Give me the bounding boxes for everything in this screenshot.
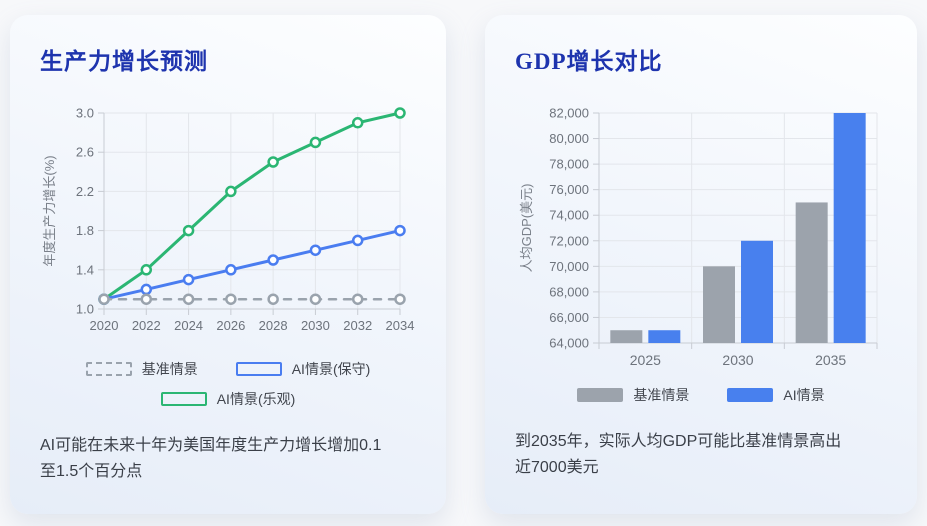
baseline-dashed-swatch-icon xyxy=(85,362,132,376)
legend-label-conservative: AI情景(保守) xyxy=(291,361,371,377)
svg-text:64,000: 64,000 xyxy=(549,336,589,351)
legend-label-gdp-baseline: 基准情景 xyxy=(633,387,690,403)
productivity-card-title: 生产力增长预测 xyxy=(40,49,208,74)
bar-AI情景-2025 xyxy=(648,330,681,343)
legend-label-gdp-ai: AI情景 xyxy=(783,387,825,403)
bar-chart-legend: 基准情景 AI情景 xyxy=(515,385,887,405)
svg-text:66,000: 66,000 xyxy=(549,310,589,325)
svg-text:1.4: 1.4 xyxy=(76,262,94,277)
svg-text:2028: 2028 xyxy=(259,318,288,333)
svg-text:人均GDP(美元): 人均GDP(美元) xyxy=(519,184,534,273)
svg-text:2.6: 2.6 xyxy=(76,145,94,160)
gdp-card-title: GDP增长对比 xyxy=(515,49,663,74)
gdp-bar-chart: 64,000 66,000 68,000 70,000 72,000 74,000 76,0… xyxy=(519,106,878,368)
svg-text:74,000: 74,000 xyxy=(549,208,589,223)
legend-item-conservative: AI情景(保守) xyxy=(235,359,371,379)
gdp-baseline-fill-swatch-icon xyxy=(577,388,624,402)
svg-text:2034: 2034 xyxy=(386,318,415,333)
svg-text:72,000: 72,000 xyxy=(549,233,589,248)
legend-item-optimistic: AI情景(乐观) xyxy=(160,389,296,409)
bar-基准情景-2035 xyxy=(795,202,828,343)
svg-text:2030: 2030 xyxy=(301,318,330,333)
legend-row-2: AI情景(乐观) xyxy=(160,389,296,409)
bar-AI情景-2030 xyxy=(741,240,773,343)
svg-text:2.2: 2.2 xyxy=(76,184,94,199)
conservative-outline-swatch-icon xyxy=(235,362,282,376)
legend-item-gdp-baseline: 基准情景 xyxy=(577,385,689,405)
productivity-card: 生产力增长预测 1.0 1.4 1.8 2.2 2.6 3.0 2020 2022 2024 20… xyxy=(10,15,446,514)
svg-text:年度生产力增长(%): 年度生产力增长(%) xyxy=(42,155,57,266)
bar-基准情景-2025 xyxy=(610,330,643,343)
svg-text:1.0: 1.0 xyxy=(76,302,94,317)
svg-text:1.8: 1.8 xyxy=(76,223,94,238)
svg-text:2032: 2032 xyxy=(343,318,372,333)
productivity-caption: AI可能在未来十年为美国年度生产力增长增加0.1至1.5个百分点 xyxy=(40,437,382,480)
gdp-ai-fill-swatch-icon xyxy=(727,388,774,402)
bar-legend-row: 基准情景 AI情景 xyxy=(577,385,825,405)
bar-AI情景-2035 xyxy=(833,113,866,343)
svg-text:2026: 2026 xyxy=(216,318,245,333)
gdp-card: GDP增长对比 64,000 66,000 68,000 70,000 72,000 74… xyxy=(485,15,917,514)
svg-text:82,000: 82,000 xyxy=(549,106,589,121)
svg-text:2025: 2025 xyxy=(630,352,661,368)
line-chart-legend: 基准情景 AI情景(保守) AI情景(乐观) xyxy=(40,359,416,409)
svg-text:70,000: 70,000 xyxy=(549,259,589,274)
svg-text:2024: 2024 xyxy=(174,318,203,333)
svg-text:78,000: 78,000 xyxy=(549,157,589,172)
svg-text:2030: 2030 xyxy=(722,352,753,368)
bar-基准情景-2030 xyxy=(703,266,735,343)
svg-text:80,000: 80,000 xyxy=(549,131,589,146)
productivity-line-chart: 1.0 1.4 1.8 2.2 2.6 3.0 2020 2022 2024 2026 2028 20… xyxy=(42,106,415,334)
svg-text:68,000: 68,000 xyxy=(549,284,589,299)
legend-label-optimistic: AI情景(乐观) xyxy=(216,391,296,407)
legend-item-gdp-ai: AI情景 xyxy=(727,385,825,405)
svg-text:3.0: 3.0 xyxy=(76,106,94,121)
gdp-caption: 到2035年，实际人均GDP可能比基准情景高出近7000美元 xyxy=(515,433,842,476)
svg-text:76,000: 76,000 xyxy=(549,182,589,197)
optimistic-outline-swatch-icon xyxy=(160,392,207,406)
legend-item-baseline: 基准情景 xyxy=(85,359,198,379)
svg-text:2020: 2020 xyxy=(90,318,119,333)
svg-text:2035: 2035 xyxy=(815,352,846,368)
legend-row-1: 基准情景 AI情景(保守) xyxy=(85,359,371,379)
svg-text:2022: 2022 xyxy=(132,318,161,333)
legend-label-baseline: 基准情景 xyxy=(141,361,198,377)
